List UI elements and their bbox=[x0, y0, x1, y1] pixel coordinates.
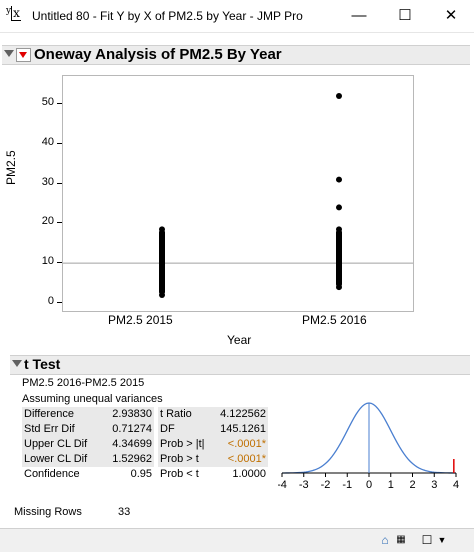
y-axis-title: PM2.5 bbox=[4, 150, 18, 185]
stat-value: <.0001* bbox=[227, 438, 266, 450]
window-title: Untitled 80 - Fit Y by X of PM2.5 by Yea… bbox=[32, 9, 303, 23]
x-tick-label-2016: PM2.5 2016 bbox=[302, 313, 367, 327]
stat-row-bg bbox=[158, 452, 268, 467]
y-tick-label: 40 bbox=[41, 135, 54, 148]
home-icon[interactable]: ⌂ bbox=[381, 533, 389, 547]
dropdown-icon[interactable]: ▼ bbox=[437, 535, 447, 545]
data-point[interactable] bbox=[336, 92, 342, 99]
y-tick-mark bbox=[57, 262, 62, 264]
y-tick-mark bbox=[57, 222, 62, 224]
x-axis-title: Year bbox=[227, 333, 252, 347]
stat-label: Lower CL Dif bbox=[24, 453, 88, 465]
t-tick-label: 0 bbox=[366, 479, 372, 491]
minimize-button[interactable]: — bbox=[351, 7, 367, 24]
ttest-outline-header: t Test bbox=[10, 355, 470, 375]
t-tick-label: 4 bbox=[453, 479, 459, 491]
oneway-outline-header: Oneway Analysis of PM2.5 By Year bbox=[2, 45, 470, 65]
t-tick-label: -3 bbox=[299, 479, 309, 491]
data-point[interactable] bbox=[336, 204, 342, 211]
stat-label: Std Err Dif bbox=[24, 423, 75, 435]
red-triangle-menu-button[interactable] bbox=[16, 48, 31, 62]
stat-row-bg bbox=[22, 422, 154, 437]
stat-value: 4.34699 bbox=[112, 438, 152, 450]
stat-row-bg bbox=[22, 407, 154, 422]
disclosure-icon[interactable] bbox=[12, 360, 22, 367]
ttest-assumption: Assuming unequal variances bbox=[22, 393, 163, 405]
report-title: Oneway Analysis of PM2.5 By Year bbox=[34, 46, 282, 63]
data-point[interactable] bbox=[336, 176, 342, 183]
stat-label: Confidence bbox=[24, 468, 80, 480]
close-button[interactable]: ✕ bbox=[444, 7, 458, 24]
stat-label: Prob < t bbox=[160, 468, 199, 480]
stat-value: 4.122562 bbox=[220, 408, 266, 420]
disclosure-icon[interactable] bbox=[4, 50, 14, 57]
plot-frame[interactable] bbox=[62, 75, 414, 312]
stat-value: 145.1261 bbox=[220, 423, 266, 435]
maximize-button[interactable]: ☐ bbox=[398, 7, 412, 24]
report-content: Oneway Analysis of PM2.5 By Year PM2.5 0… bbox=[0, 33, 474, 528]
missing-rows-label: Missing Rows bbox=[14, 506, 82, 518]
stat-row-bg bbox=[158, 437, 268, 452]
scatter-plot bbox=[63, 92, 413, 299]
window-list-icon[interactable]: ▦ bbox=[396, 534, 406, 545]
t-tick-label: 1 bbox=[388, 479, 394, 491]
stat-value: 2.93830 bbox=[112, 408, 152, 420]
t-distribution-plot: -4 -3 -2 -1 0 1 2 3 4 bbox=[278, 402, 459, 491]
stat-value: <.0001* bbox=[227, 453, 266, 465]
missing-rows-value: 33 bbox=[118, 506, 131, 518]
stat-row-bg bbox=[22, 437, 154, 452]
stat-label: DF bbox=[160, 423, 175, 435]
stat-value: 0.71274 bbox=[112, 423, 152, 435]
ttest-comparison: PM2.5 2016-PM2.5 2015 bbox=[22, 377, 145, 389]
t-tick-label: -4 bbox=[278, 479, 287, 491]
x-tick-label-2015: PM2.5 2015 bbox=[108, 313, 173, 327]
y-tick-label: 0 bbox=[47, 295, 54, 307]
ttest-title: t Test bbox=[24, 356, 61, 372]
status-bar: ⌂ ▦ ☐ ▼ bbox=[0, 528, 474, 552]
checkbox-icon[interactable]: ☐ bbox=[421, 533, 433, 547]
y-tick-label: 20 bbox=[41, 215, 54, 228]
stat-value: 1.0000 bbox=[232, 468, 266, 480]
stat-label: Prob > |t| bbox=[160, 438, 205, 450]
y-tick-mark bbox=[57, 182, 62, 184]
stat-label: Prob > t bbox=[160, 453, 199, 465]
stat-label: t Ratio bbox=[160, 408, 192, 420]
stat-label: Difference bbox=[24, 408, 74, 420]
y-tick-label: 30 bbox=[41, 175, 54, 188]
stat-row-bg bbox=[158, 422, 268, 437]
stat-row-bg bbox=[158, 407, 268, 422]
point-cluster bbox=[336, 229, 342, 288]
stat-row-bg bbox=[22, 452, 154, 467]
stat-label: Upper CL Dif bbox=[24, 438, 88, 450]
t-tick-label: -2 bbox=[321, 479, 331, 491]
point-cluster bbox=[159, 229, 165, 296]
t-tick-label: 2 bbox=[409, 479, 415, 491]
y-tick-label: 50 bbox=[41, 95, 54, 108]
t-tick-label: 3 bbox=[431, 479, 437, 491]
y-tick-mark bbox=[57, 142, 62, 144]
y-tick-label: 10 bbox=[41, 255, 54, 268]
stat-value: 0.95 bbox=[130, 468, 152, 480]
y-tick-mark bbox=[57, 302, 62, 303]
y-tick-mark bbox=[57, 102, 62, 104]
red-triangle-icon bbox=[19, 52, 27, 58]
stat-value: 1.52962 bbox=[112, 453, 152, 465]
t-tick-label: -1 bbox=[342, 479, 352, 491]
